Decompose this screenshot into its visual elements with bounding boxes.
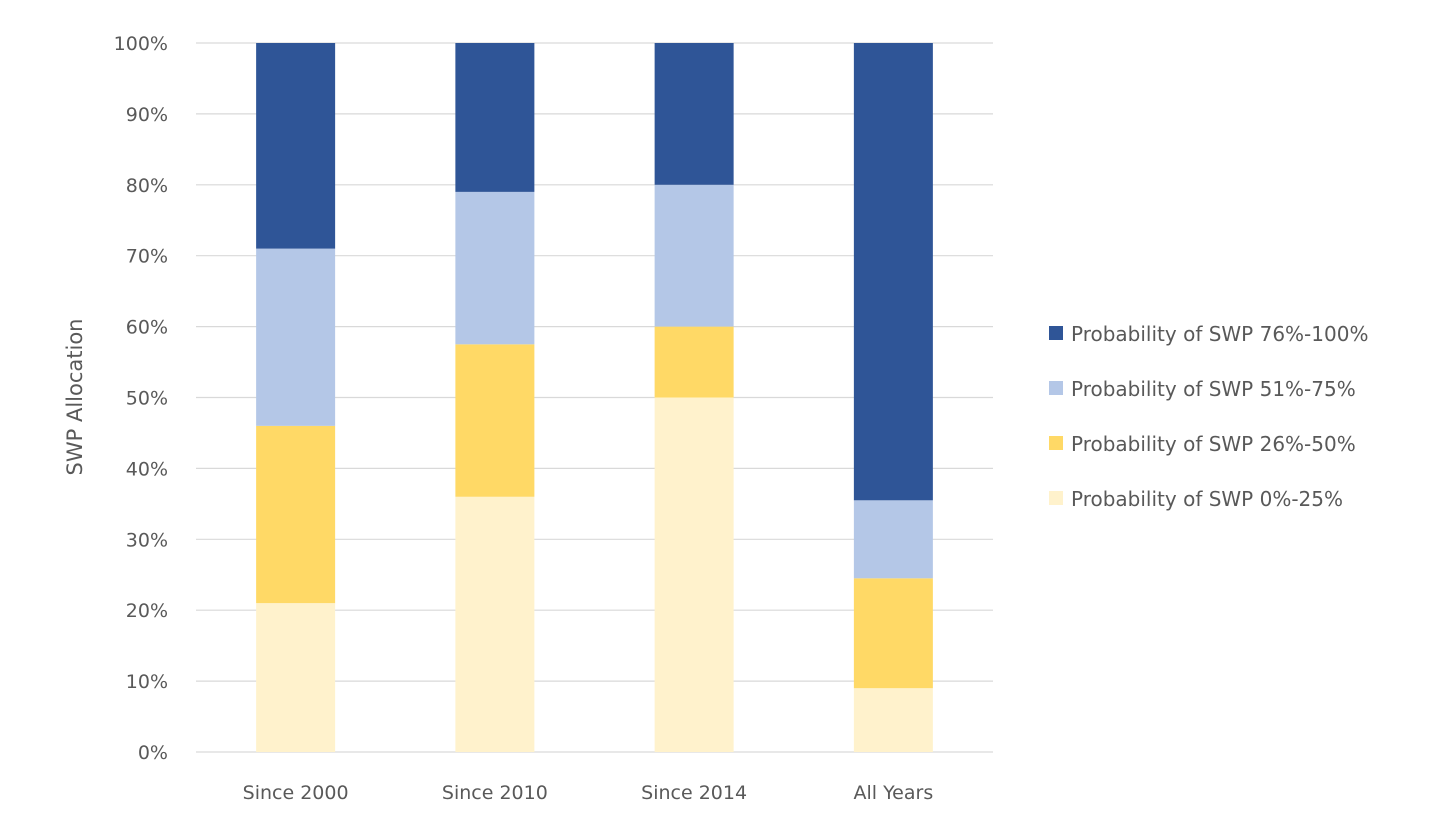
bar-segment <box>455 191 535 345</box>
x-tick-label: Since 2010 <box>442 782 548 804</box>
y-tick-label: 20% <box>126 600 168 622</box>
bar-segment <box>654 43 734 185</box>
y-tick-label: 70% <box>126 246 168 268</box>
bar-segment <box>853 688 933 752</box>
bar-segment <box>455 344 535 497</box>
bar-segment <box>455 43 535 192</box>
y-tick-label: 10% <box>126 671 168 693</box>
bar-segment <box>256 248 336 426</box>
legend-label: Probability of SWP 0%-25% <box>1071 487 1343 511</box>
legend-swatch <box>1049 436 1063 450</box>
bar-segment <box>853 43 933 501</box>
legend-label: Probability of SWP 51%-75% <box>1071 377 1356 401</box>
legend-swatch <box>1049 326 1063 340</box>
legend-swatch <box>1049 491 1063 505</box>
y-tick-label: 40% <box>126 458 168 480</box>
bar-segment <box>853 500 933 579</box>
x-tick-label: Since 2000 <box>243 782 349 804</box>
bar-segment <box>455 496 535 752</box>
bars <box>256 43 933 752</box>
bar-segment <box>654 184 734 327</box>
bar-segment <box>256 425 336 604</box>
bar-segment <box>654 326 734 398</box>
bar-segment <box>654 397 734 752</box>
x-tick-label: All Years <box>854 782 934 804</box>
y-tick-label: 0% <box>138 742 168 764</box>
x-axis-ticks: Since 2000 Since 2010 Since 2014 All Years <box>243 782 934 804</box>
y-axis-ticks: 0% 10% 20% 30% 40% 50% 60% 70% 80% 90% 100% <box>114 33 168 764</box>
bar-segment <box>853 578 933 689</box>
y-tick-label: 90% <box>126 104 168 126</box>
y-tick-label: 50% <box>126 388 168 410</box>
legend: Probability of SWP 76%-100% Probability o… <box>1049 322 1368 511</box>
y-axis-title: SWP Allocation <box>63 319 87 476</box>
bar-segment <box>256 603 336 752</box>
y-tick-label: 60% <box>126 317 168 339</box>
y-tick-label: 30% <box>126 529 168 551</box>
legend-swatch <box>1049 381 1063 395</box>
y-tick-label: 80% <box>126 175 168 197</box>
legend-label: Probability of SWP 76%-100% <box>1071 322 1368 346</box>
legend-label: Probability of SWP 26%-50% <box>1071 432 1356 456</box>
bar-segment <box>256 43 336 249</box>
x-tick-label: Since 2014 <box>641 782 747 804</box>
y-tick-label: 100% <box>114 33 168 55</box>
